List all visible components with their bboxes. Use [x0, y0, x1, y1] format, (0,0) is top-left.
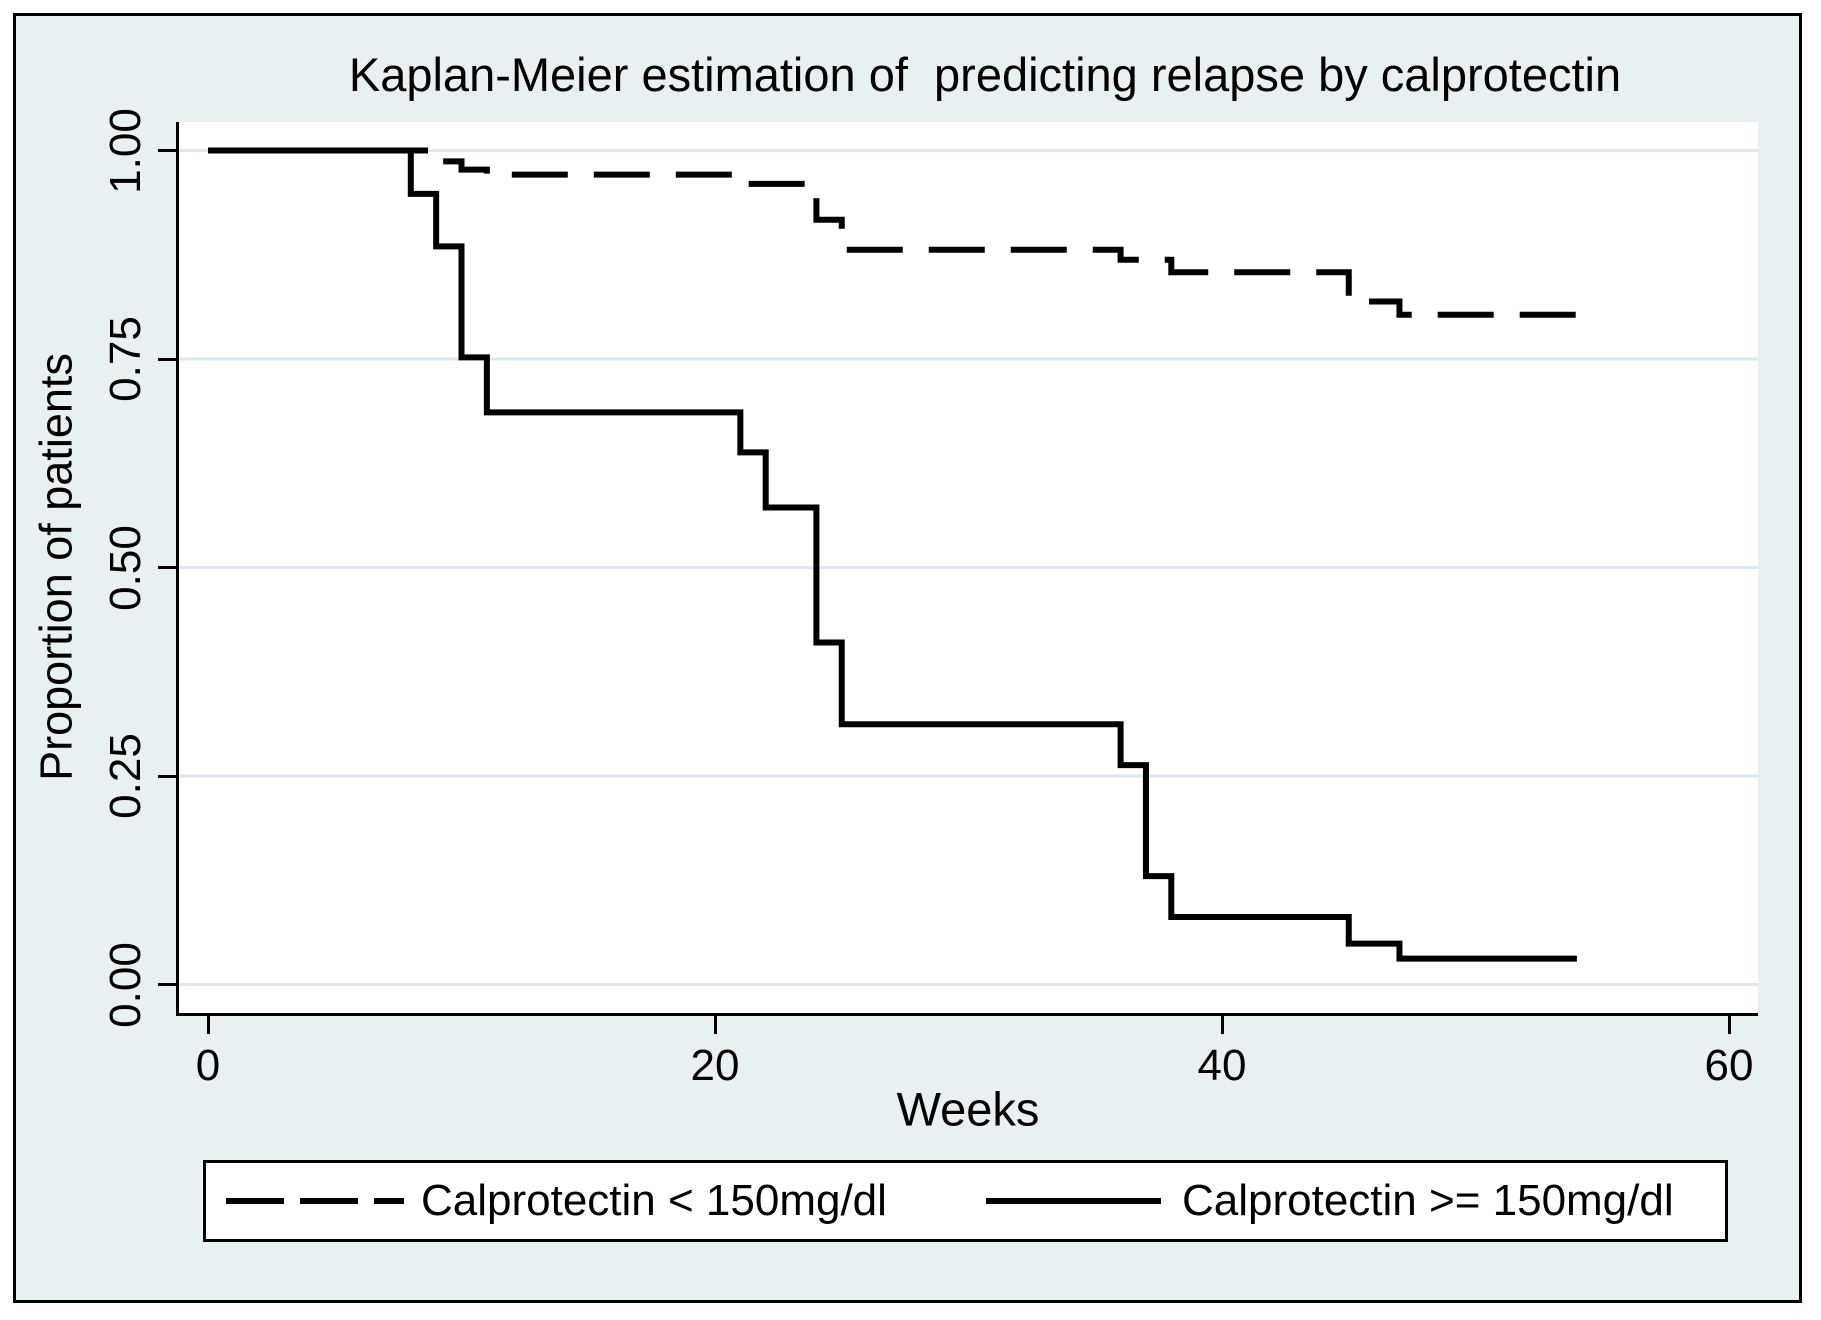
- y-tick-label: 0.00: [101, 941, 150, 1028]
- x-tick-label: 0: [195, 1041, 221, 1090]
- y-tick-label: 0.75: [101, 316, 150, 402]
- x-axis-title: Weeks: [896, 1082, 1040, 1136]
- y-tick: [158, 357, 176, 361]
- y-axis-title: Proportion of patients: [30, 353, 82, 781]
- x-tick-label: 20: [690, 1041, 740, 1090]
- y-tick-label: 1.00: [101, 107, 150, 194]
- y-tick: [158, 983, 176, 986]
- km-plot: [179, 147, 1758, 986]
- legend-label-dashed: Calprotectin < 150mg/dl: [421, 1176, 887, 1225]
- y-tick-label: 0.25: [101, 733, 150, 819]
- x-tick: [206, 1016, 210, 1034]
- plot-area: [179, 122, 1758, 1013]
- y-tick-label: 0.50: [101, 524, 150, 611]
- legend: Calprotectin < 150mg/dl Calprotectin >= …: [203, 1160, 1728, 1242]
- km-curve-solid: [208, 147, 1577, 962]
- y-tick: [158, 149, 176, 152]
- legend-solid-line-sample: [986, 1198, 1161, 1204]
- x-tick: [713, 1016, 717, 1034]
- x-tick-label: 60: [1704, 1041, 1754, 1090]
- x-tick: [1727, 1016, 1731, 1034]
- y-tick: [158, 566, 176, 569]
- y-tick: [158, 774, 176, 778]
- x-axis-line: [176, 1013, 1758, 1016]
- y-axis-line: [176, 122, 179, 1016]
- legend-label-solid: Calprotectin >= 150mg/dl: [1182, 1176, 1674, 1225]
- x-tick-label: 40: [1197, 1041, 1247, 1090]
- legend-dashed-line-sample: [226, 1198, 404, 1204]
- chart-title: Kaplan-Meier estimation of predicting re…: [348, 48, 1622, 102]
- km-curve-dashed: [208, 147, 1577, 318]
- x-tick: [1220, 1016, 1224, 1034]
